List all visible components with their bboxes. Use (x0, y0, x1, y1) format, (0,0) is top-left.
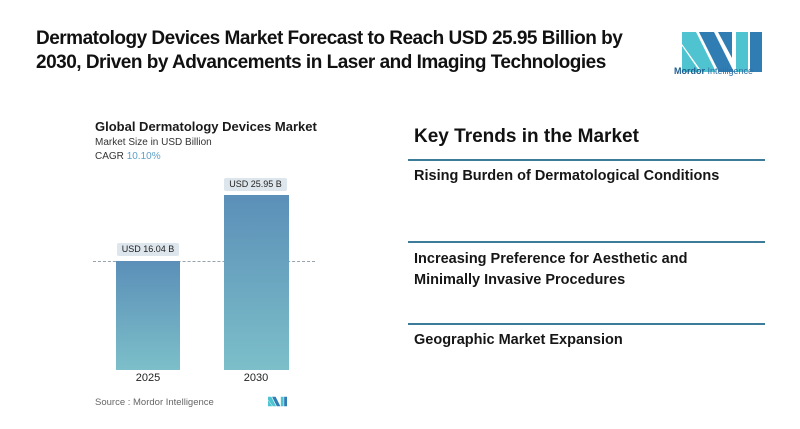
trend-item: Rising Burden of Dermatological Conditio… (414, 168, 720, 184)
x-tick-2030: 2030 (243, 372, 269, 384)
bar-value-label-2025: USD 16.04 B (117, 243, 179, 256)
logo-brand-bold: Mordor (674, 66, 705, 76)
bar-2030 (224, 195, 289, 370)
chart-cagr: CAGR 10.10% (95, 151, 161, 162)
chart-subtitle: Market Size in USD Billion (95, 137, 212, 148)
cagr-label: CAGR (95, 151, 124, 162)
chart-source: Source : Mordor Intelligence (95, 397, 214, 408)
divider (408, 241, 765, 243)
trend-item: Geographic Market Expansion (414, 332, 623, 348)
divider (408, 159, 765, 161)
trends-title: Key Trends in the Market (414, 126, 639, 147)
bar-2025 (116, 261, 180, 370)
page-headline: Dermatology Devices Market Forecast to R… (36, 28, 623, 73)
bar-value-label-2030: USD 25.95 B (224, 178, 287, 191)
trend-item: Increasing Preference for Aesthetic and … (414, 251, 688, 288)
chart-title: Global Dermatology Devices Market (95, 119, 317, 134)
logo-wordmark: Mordor Intelligence (674, 66, 753, 76)
x-tick-2025: 2025 (135, 372, 161, 384)
mordor-intelligence-logo-icon (682, 32, 762, 72)
logo-brand-light: Intelligence (707, 66, 754, 76)
reference-dashed-line (93, 261, 315, 262)
cagr-value: 10.10% (126, 151, 161, 162)
mordor-mini-logo-icon (268, 396, 287, 407)
divider (408, 323, 765, 325)
